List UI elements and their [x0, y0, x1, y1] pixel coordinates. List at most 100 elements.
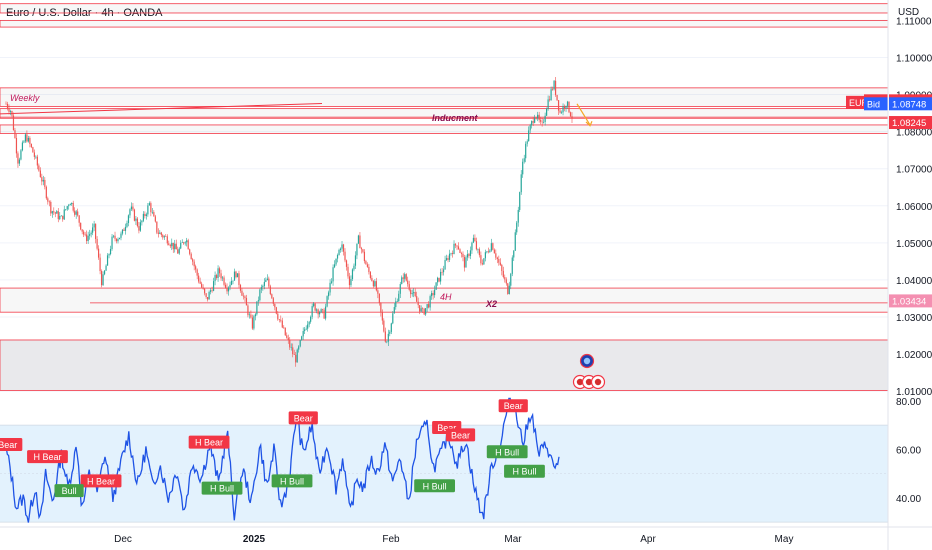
candle-body [236, 273, 239, 278]
candle-body [356, 243, 358, 256]
candle-body [490, 243, 492, 251]
candle-body [112, 235, 115, 237]
candle-body [292, 347, 294, 355]
candle-body [62, 215, 64, 220]
candle-body [441, 271, 443, 273]
candle-body [469, 250, 472, 256]
rsi-divergence-badge [188, 435, 230, 449]
candle-body [9, 111, 12, 112]
candle-body [138, 226, 140, 231]
candle-body [398, 293, 400, 302]
candle-body [505, 279, 507, 284]
candle-body [251, 317, 254, 329]
candle-body [189, 249, 191, 254]
candle-body [275, 307, 277, 314]
candle-body [106, 255, 109, 266]
candle-body [436, 277, 439, 283]
candle-body [408, 284, 410, 290]
price-tick-label: 1.04000 [896, 276, 932, 287]
candle-body [293, 354, 295, 355]
candle-body [42, 179, 44, 182]
candle-body [105, 265, 107, 271]
candle-body [496, 257, 498, 260]
candle-body [286, 335, 288, 338]
candle-body [525, 143, 527, 159]
candle-body [175, 243, 177, 250]
candle-body [428, 304, 430, 308]
candle-body [493, 249, 495, 254]
candle-body [26, 134, 28, 142]
candle-body [562, 106, 564, 113]
candle-body [439, 271, 442, 282]
candle-body [383, 320, 385, 332]
supply-demand-zone [0, 3, 889, 14]
candle-body [89, 234, 91, 236]
candle-body [241, 290, 243, 296]
candle-body [68, 205, 70, 207]
candle-body [187, 240, 189, 250]
candle-body [353, 265, 355, 270]
candle-body [29, 137, 31, 144]
candle-body [207, 297, 209, 300]
candle-body [280, 319, 282, 321]
candle-body [232, 280, 234, 282]
candle-body [266, 278, 268, 281]
candle-body [456, 245, 458, 247]
candle-body [220, 273, 222, 279]
price-tick-label: 1.03000 [896, 313, 932, 324]
rsi-divergence-label: Bear [294, 413, 313, 423]
candle-body [529, 125, 531, 131]
candle-body [77, 211, 79, 216]
candle-body [342, 244, 345, 252]
rsi-divergence-badge [271, 474, 313, 488]
rsi-divergence-label: H Bear [33, 452, 61, 462]
zone-label-weekly: Weekly [10, 93, 40, 103]
candle-body [348, 276, 351, 286]
rsi-divergence-badge [414, 479, 456, 493]
candle-body [338, 249, 340, 255]
candle-body [341, 244, 343, 249]
candle-body [454, 243, 457, 246]
price-tick-label: 1.02000 [896, 350, 932, 361]
candle-body [445, 258, 448, 261]
candle-body [563, 106, 566, 109]
candle-body [209, 290, 212, 292]
candle-body [413, 292, 415, 294]
candle-body [357, 235, 360, 244]
candle-body [242, 295, 245, 297]
candle-body [100, 271, 103, 286]
candle-body [481, 263, 483, 265]
price-tag-bg [864, 97, 888, 111]
candle-body [95, 223, 97, 240]
rsi-tick-label: 40.00 [896, 494, 921, 505]
candle-body [214, 275, 216, 282]
candle-body [20, 150, 22, 160]
candle-body [121, 229, 124, 234]
candle-body [399, 284, 401, 294]
candle-body [162, 234, 164, 238]
candle-body [281, 320, 283, 328]
candle-body [513, 250, 515, 258]
candle-body [519, 192, 521, 210]
candle-body [157, 232, 159, 234]
time-tick-label: May [775, 534, 794, 545]
candle-body [489, 250, 491, 253]
candle-body [307, 324, 309, 329]
candle-body [75, 211, 77, 215]
candle-body [495, 253, 497, 258]
candle-body [568, 101, 570, 113]
candle-body [448, 253, 451, 260]
candle-body [114, 235, 116, 239]
candle-body [339, 248, 342, 250]
candle-body [405, 274, 407, 281]
candle-body [520, 174, 522, 193]
time-tick-label: Dec [114, 534, 132, 545]
candle-body [180, 242, 182, 249]
candle-body [169, 245, 171, 247]
annotation-x2: X2 [485, 299, 497, 309]
candle-body [374, 281, 376, 287]
candle-body [295, 354, 297, 363]
candle-body [260, 287, 262, 290]
